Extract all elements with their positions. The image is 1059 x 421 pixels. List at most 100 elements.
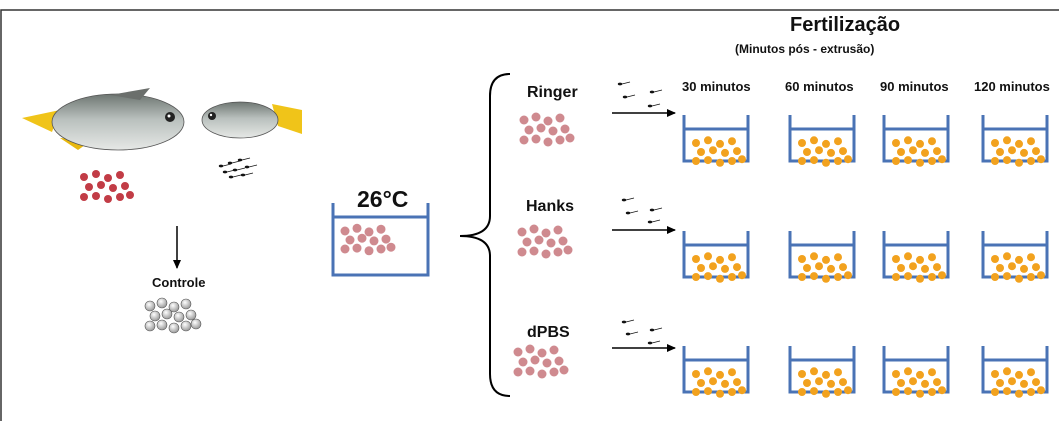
sperm-tail: [651, 340, 661, 344]
egg-icon: [522, 237, 532, 247]
egg-icon: [364, 246, 374, 256]
time-header-120: 120 minutos: [974, 79, 1050, 94]
container-dpbs-60: [788, 346, 856, 398]
diagram-title: Fertilização: [790, 14, 901, 36]
egg-icon: [369, 236, 379, 246]
egg-icon: [933, 147, 941, 156]
egg-icon: [728, 368, 736, 377]
egg-icon: [1015, 389, 1023, 398]
egg-icon: [381, 234, 391, 244]
egg-icon: [904, 136, 912, 145]
egg-icon: [180, 320, 192, 332]
egg-icon: [928, 253, 936, 262]
container-hanks-120: [981, 231, 1049, 283]
egg-icon: [156, 297, 168, 309]
egg-icon: [555, 113, 565, 123]
egg-icon: [921, 379, 929, 388]
egg-icon: [1037, 386, 1045, 395]
egg-icon: [1027, 137, 1035, 146]
egg-icon: [844, 386, 852, 395]
sperm-icon: [621, 198, 627, 202]
control-label: Controle: [152, 275, 206, 290]
egg-icon: [534, 235, 544, 245]
egg-icon: [810, 156, 818, 165]
egg-icon: [991, 255, 999, 263]
egg-icon: [126, 191, 134, 199]
container-icon: [981, 115, 1049, 163]
sperm-icon: [649, 208, 655, 212]
egg-icon: [728, 273, 736, 281]
egg-icon: [704, 272, 712, 281]
container-icon: [788, 115, 856, 163]
sperm-cluster-dpbs: [621, 319, 663, 345]
sperm-icon: [649, 90, 655, 94]
egg-icon: [892, 139, 900, 147]
egg-icon: [692, 273, 700, 281]
egg-icon: [938, 155, 946, 164]
egg-cluster-ringer: [519, 112, 575, 147]
sperm-cluster-male: [218, 157, 258, 179]
container-hanks-90: [882, 231, 950, 283]
egg-icon: [904, 156, 912, 165]
egg-icon: [144, 300, 156, 312]
sperm-icon: [647, 341, 653, 345]
egg-icon: [798, 157, 806, 165]
egg-icon: [839, 263, 847, 272]
egg-icon: [904, 272, 912, 281]
temperature-label: 26°C: [357, 186, 409, 212]
egg-icon: [340, 244, 350, 254]
sperm-tail: [621, 81, 631, 85]
egg-icon: [839, 378, 847, 387]
egg-icon: [904, 387, 912, 396]
egg-icon: [916, 255, 924, 264]
egg-icon: [834, 157, 842, 165]
egg-icon: [697, 148, 705, 156]
egg-icon: [525, 344, 535, 354]
egg-icon: [904, 367, 912, 376]
container-icon: [682, 115, 750, 163]
egg-icon: [1027, 157, 1035, 165]
sperm-icon: [244, 165, 250, 169]
egg-icon: [738, 155, 746, 164]
egg-icon: [704, 136, 712, 145]
egg-icon: [1008, 377, 1016, 386]
egg-icon: [916, 158, 924, 167]
container-icon: [981, 346, 1049, 394]
egg-icon: [517, 247, 527, 257]
time-header-60: 60 minutos: [785, 79, 854, 94]
egg-icon: [531, 112, 541, 122]
egg-icon: [185, 309, 197, 321]
egg-icon: [1032, 147, 1040, 156]
egg-icon: [716, 139, 724, 148]
egg-icon: [376, 224, 386, 234]
container-hanks-60: [788, 231, 856, 283]
sperm-icon: [625, 332, 631, 336]
egg-icon: [692, 139, 700, 147]
egg-icon: [892, 273, 900, 281]
egg-icon: [513, 367, 523, 377]
egg-icon: [716, 370, 724, 379]
container-icon: [788, 346, 856, 394]
egg-icon: [559, 365, 569, 375]
egg-icon: [546, 238, 556, 248]
egg-icon: [716, 158, 724, 167]
egg-icon: [549, 345, 559, 355]
egg-icon: [1015, 370, 1023, 379]
egg-icon: [827, 264, 835, 273]
egg-cluster-female: [80, 170, 134, 203]
egg-icon: [721, 264, 729, 273]
egg-icon: [109, 184, 117, 192]
egg-icon: [543, 116, 553, 126]
egg-icon: [921, 264, 929, 273]
sperm-cluster-hanks: [621, 197, 663, 224]
egg-icon: [928, 368, 936, 377]
egg-icon: [716, 274, 724, 283]
egg-icon: [822, 255, 830, 264]
egg-icon: [822, 158, 830, 167]
egg-icon: [548, 126, 558, 136]
egg-icon: [1027, 368, 1035, 377]
egg-icon: [560, 124, 570, 134]
egg-icon: [553, 225, 563, 235]
egg-icon: [704, 252, 712, 261]
egg-icon: [692, 388, 700, 396]
